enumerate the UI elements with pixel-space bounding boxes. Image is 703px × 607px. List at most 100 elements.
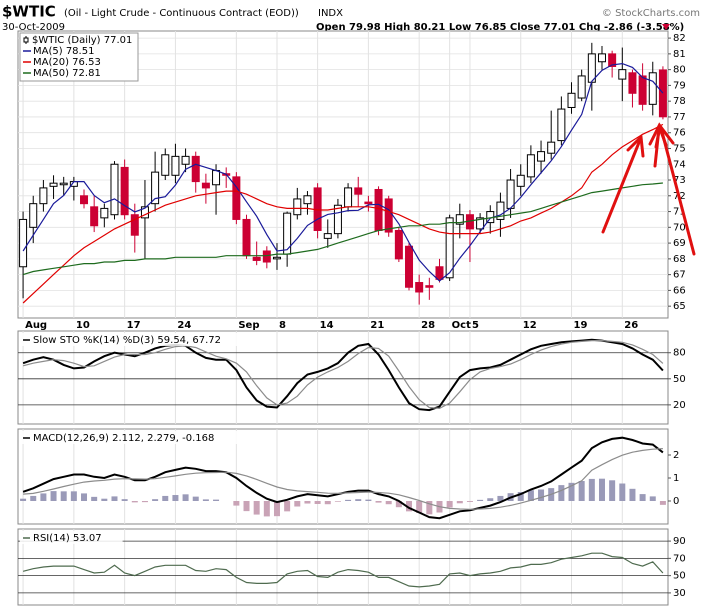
histogram-bar <box>426 500 433 515</box>
y-tick-label: 74 <box>673 159 686 170</box>
histogram-bar <box>101 498 108 501</box>
y-tick-label: 2 <box>673 450 679 461</box>
y-tick-label: 73 <box>673 175 686 186</box>
x-tick-label: Aug <box>25 320 47 331</box>
histogram-bar <box>355 499 362 501</box>
y-tick-label: 50 <box>673 374 686 385</box>
x-tick-label: 24 <box>177 320 191 331</box>
candle-body <box>496 201 505 220</box>
x-tick-label: Oct <box>452 320 471 331</box>
candle-body <box>394 229 403 260</box>
panel-title: RSI(14) 53.07 <box>33 533 102 544</box>
candle-body <box>364 201 373 205</box>
histogram-bar <box>649 496 656 501</box>
histogram-bar <box>284 500 291 512</box>
candle-body <box>354 187 363 195</box>
histogram-bar <box>192 496 199 501</box>
candle-body <box>567 92 576 108</box>
histogram-bar <box>70 491 77 501</box>
histogram-bar <box>568 482 575 501</box>
candle-body <box>384 198 393 233</box>
legend-icon <box>23 37 29 43</box>
candle-body <box>476 217 485 230</box>
histogram-bar <box>456 500 463 504</box>
candle-body <box>425 285 434 288</box>
histogram-bar <box>619 483 626 501</box>
line <box>23 448 663 510</box>
histogram-bar <box>131 500 138 503</box>
candle-body <box>323 233 332 239</box>
candle-body <box>547 141 556 154</box>
candle-body <box>537 151 546 162</box>
histogram-bar <box>314 500 321 504</box>
candle-body <box>374 188 383 231</box>
candle-body <box>628 72 637 94</box>
candle-body <box>526 154 535 178</box>
histogram-bar <box>497 495 504 501</box>
title-bg <box>20 531 123 544</box>
x-tick-label: Sep <box>238 320 259 331</box>
credit: © StockCharts.com <box>602 8 700 19</box>
histogram-bar <box>60 491 67 501</box>
legend-label: MA(50) 72.81 <box>33 68 101 79</box>
candle-body <box>415 282 424 293</box>
candle-body <box>161 154 170 176</box>
histogram-bar <box>182 494 189 501</box>
histogram-bar <box>466 500 473 502</box>
histogram-bar <box>213 499 220 501</box>
x-tick-label: 12 <box>523 320 537 331</box>
y-tick-label: 80 <box>673 348 686 359</box>
histogram-bar <box>385 500 392 505</box>
candle-body <box>140 206 149 219</box>
histogram-bar <box>395 500 402 508</box>
histogram-bar <box>588 478 595 501</box>
y-tick-label: 1 <box>673 473 679 484</box>
candle-body <box>242 218 251 257</box>
histogram-bar <box>578 480 585 501</box>
candle-body <box>191 155 200 183</box>
candle-body <box>120 166 129 216</box>
candle-body <box>80 195 89 205</box>
histogram-bar <box>487 498 494 501</box>
x-tick-label: 28 <box>421 320 435 331</box>
panel-title: Slow STO %K(14) %D(3) 59.54, 67.72 <box>33 335 221 346</box>
histogram-bar <box>81 493 88 501</box>
candle-body <box>455 214 464 225</box>
histogram-bar <box>639 494 646 501</box>
histogram-bar <box>538 489 545 501</box>
histogram-bar <box>345 499 352 501</box>
histogram-bar <box>50 491 57 501</box>
candle-body <box>171 155 180 176</box>
y-tick-label: 20 <box>673 400 686 411</box>
line <box>22 62 664 282</box>
y-tick-label: 50 <box>673 571 686 582</box>
candle-body <box>516 174 525 187</box>
candle-body <box>39 187 48 205</box>
histogram-bar <box>598 478 605 501</box>
y-tick-label: 30 <box>673 588 686 599</box>
histogram-bar <box>172 495 179 501</box>
candle-body <box>333 204 342 235</box>
histogram-bar <box>91 496 98 501</box>
histogram-bar <box>273 500 280 517</box>
line <box>22 123 664 304</box>
candle-body <box>151 171 160 205</box>
histogram-bar <box>558 485 565 501</box>
candle-body <box>90 206 99 227</box>
candle-body <box>19 218 28 268</box>
y-tick-label: 71 <box>673 207 686 218</box>
y-tick-label: 90 <box>673 536 686 547</box>
title-bg <box>20 333 253 346</box>
candle-body <box>506 179 515 209</box>
histogram-bar <box>324 500 331 505</box>
quote: Open 79.98 High 80.21 Low 76.85 Close 77… <box>316 22 684 33</box>
histogram-bar <box>294 500 301 507</box>
y-tick-label: 78 <box>673 96 686 107</box>
histogram-bar <box>375 500 382 503</box>
y-tick-label: 70 <box>673 553 686 564</box>
arrow-head <box>626 133 645 158</box>
candle-body <box>405 245 414 288</box>
histogram-bar <box>477 499 484 501</box>
candle-body <box>110 163 119 216</box>
